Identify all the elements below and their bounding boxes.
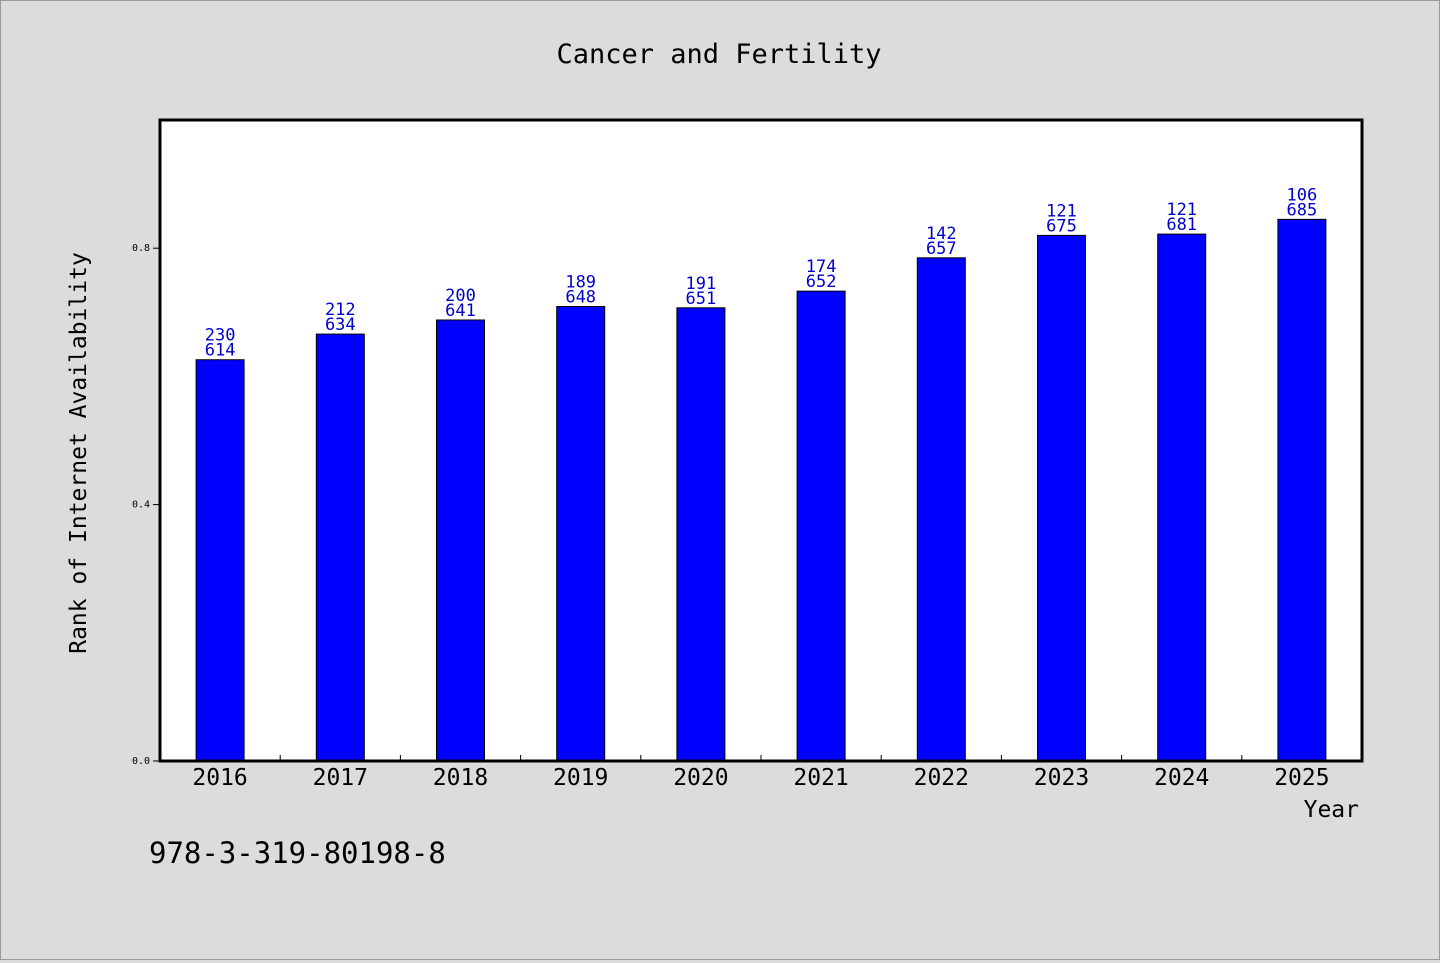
plot-border (158, 118, 1364, 763)
bar-label-bottom: 675 (1046, 216, 1077, 236)
y-tick-label: 0.8 (132, 243, 150, 254)
bar-label-top: 212 (325, 300, 356, 320)
bar (1277, 218, 1327, 762)
bar (676, 307, 726, 762)
bar (556, 306, 606, 762)
y-tick-label: 0.4 (132, 500, 150, 511)
y-axis-label: Rank of Internet Availability (66, 252, 92, 654)
bar (315, 333, 365, 762)
x-tick-label: 2023 (1034, 765, 1089, 791)
bar (1037, 234, 1086, 762)
bar-label-bottom: 634 (325, 315, 356, 335)
bar-label-top: 191 (686, 274, 717, 294)
x-tick-label: 2024 (1154, 765, 1209, 791)
bar-label-top: 121 (1166, 200, 1197, 220)
bar-label-bottom: 648 (565, 288, 596, 308)
bar (436, 319, 485, 762)
bar-label-bottom: 614 (205, 341, 236, 361)
bar-label-bottom: 685 (1287, 200, 1318, 220)
footer-isbn: 978-3-319-80198-8 (149, 836, 446, 870)
x-tick-label: 2022 (914, 765, 969, 791)
bar-label-top: 189 (565, 273, 596, 293)
bar-label-top: 230 (205, 326, 236, 346)
bar (1157, 233, 1207, 762)
bar-label-bottom: 641 (445, 301, 476, 321)
bar-label-top: 106 (1287, 185, 1318, 205)
x-tick-label: 2019 (553, 765, 608, 791)
chart-title: Cancer and Fertility (556, 39, 881, 70)
x-axis-label: Year (1304, 797, 1359, 823)
x-tick-label: 2017 (313, 765, 368, 791)
bar (916, 257, 966, 762)
bar-label-bottom: 657 (926, 239, 957, 259)
x-tick-label: 2016 (192, 765, 247, 791)
x-tick-label: 2021 (793, 765, 848, 791)
y-tick-label: 0.0 (132, 756, 150, 767)
bar-label-top: 174 (806, 257, 837, 277)
x-tick-label: 2018 (433, 765, 488, 791)
x-tick-label: 2020 (673, 765, 728, 791)
bar-label-bottom: 651 (686, 289, 717, 309)
bar-label-top: 200 (445, 286, 476, 306)
bar-label-bottom: 652 (806, 272, 837, 292)
x-tick-label: 2025 (1274, 765, 1329, 791)
bar (796, 290, 846, 762)
bar-label-top: 121 (1046, 201, 1077, 221)
bar-label-bottom: 681 (1166, 215, 1197, 235)
bar-label-top: 142 (926, 224, 957, 244)
bar (195, 359, 245, 762)
